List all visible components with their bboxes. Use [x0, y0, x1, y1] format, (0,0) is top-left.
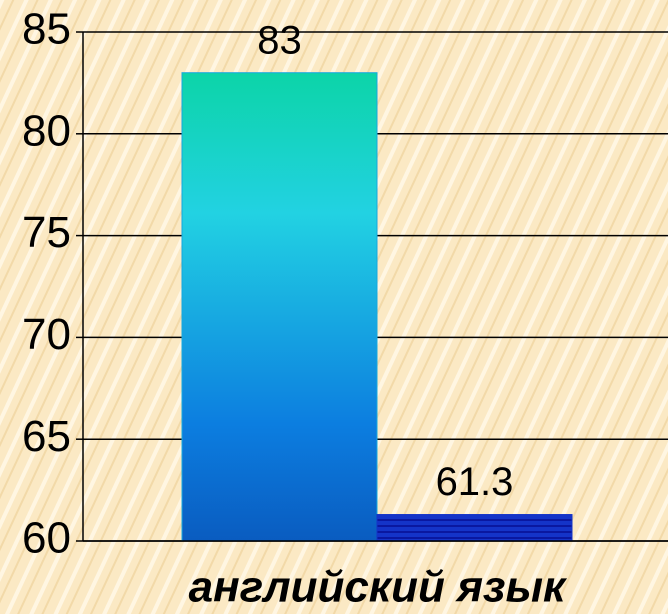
y-tick-label: 60 [22, 514, 71, 563]
y-tick-label: 75 [22, 208, 71, 257]
y-tick-label: 70 [22, 310, 71, 359]
x-tick-label: английский язык [189, 563, 568, 612]
y-tick-label: 80 [22, 106, 71, 155]
y-tick-label: 65 [22, 412, 71, 461]
data-label: 61.3 [436, 460, 514, 504]
data-label: 83 [257, 18, 302, 62]
bar [181, 72, 378, 542]
bar [376, 514, 573, 542]
y-tick-label: 85 [22, 5, 71, 54]
